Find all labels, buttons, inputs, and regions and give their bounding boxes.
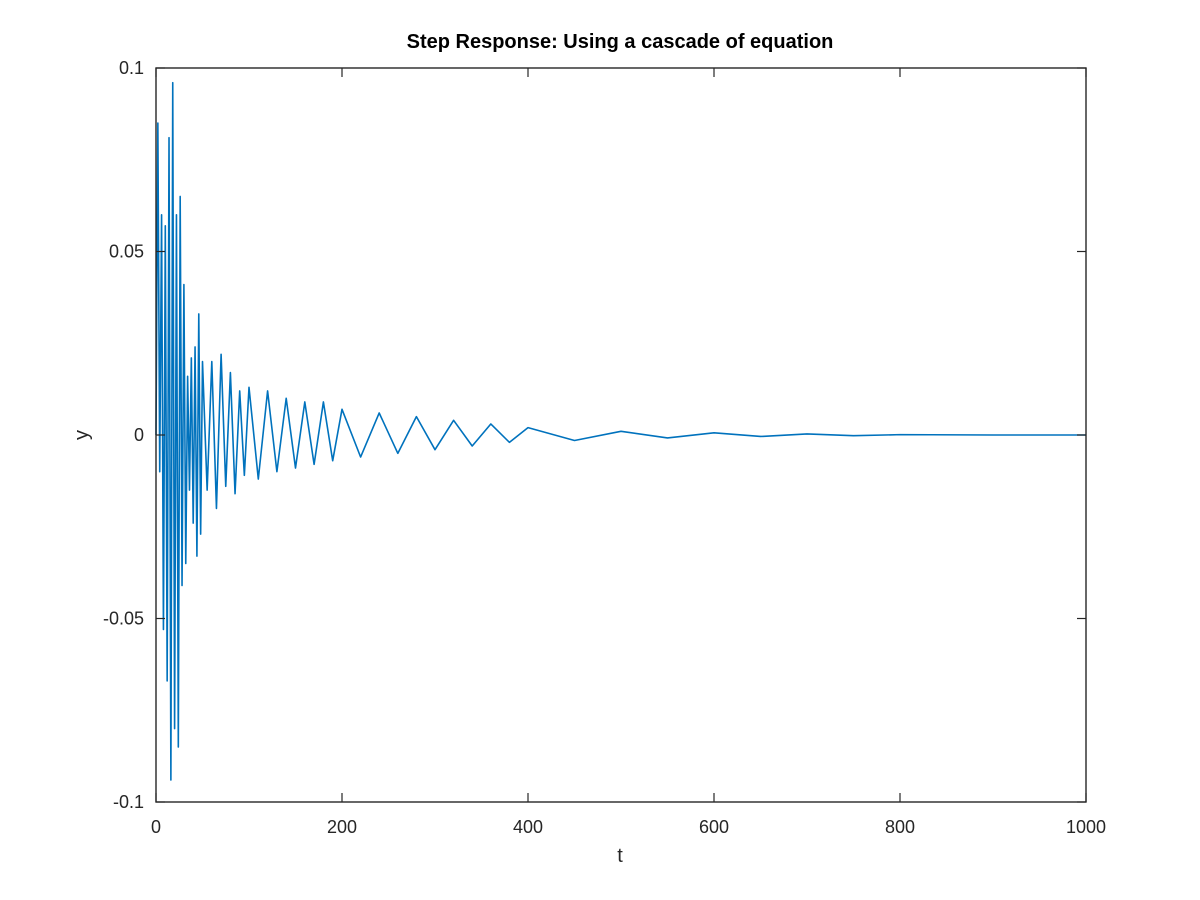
x-axis-label: t [617, 845, 623, 867]
x-tick-label: 800 [885, 817, 915, 837]
y-tick-label: -0.05 [103, 609, 144, 629]
x-tick-label: 600 [699, 817, 729, 837]
y-tick-label: 0.05 [109, 242, 144, 262]
x-tick-label: 1000 [1066, 817, 1106, 837]
y-tick-label: -0.1 [113, 792, 144, 812]
series-layer [155, 81, 1086, 781]
chart-title: Step Response: Using a cascade of equati… [407, 31, 834, 53]
axes-box [155, 67, 1087, 803]
x-tick-label: 400 [513, 817, 543, 837]
x-tick-label: 200 [327, 817, 357, 837]
x-tick-label: 0 [151, 817, 161, 837]
y-tick-label: 0 [134, 425, 144, 445]
series-line-0 [155, 81, 1086, 781]
ticks-layer: 0 200 400 600 800 1000 -0.1 -0.05 0 0.05 0.1 [103, 58, 1106, 837]
y-tick-label: 0.1 [119, 58, 144, 78]
y-axis-label: y [71, 430, 93, 440]
